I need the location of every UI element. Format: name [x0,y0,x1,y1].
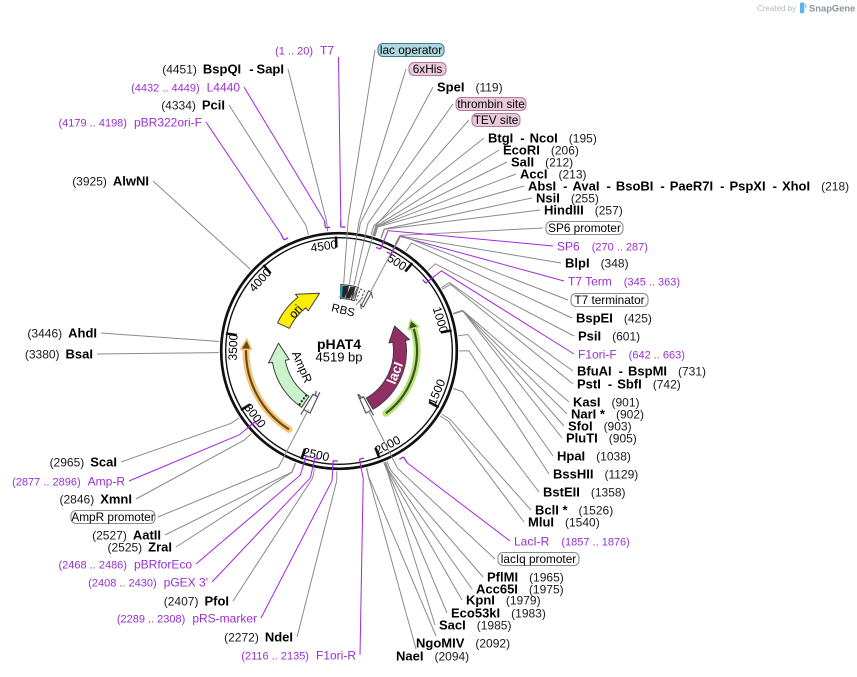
svg-text:(2272)NdeI: (2272)NdeI [224,630,293,645]
svg-text:T7 Term(345 .. 363): T7 Term(345 .. 363) [568,275,680,289]
svg-text:SP6(270 .. 287): SP6(270 .. 287) [557,240,648,254]
svg-text:(2468 .. 2486)pBRforEco: (2468 .. 2486)pBRforEco [58,558,192,572]
svg-text:4519 bp: 4519 bp [316,350,363,365]
svg-text:T7 terminator: T7 terminator [574,293,644,307]
svg-text:(4334)PciI: (4334)PciI [161,98,225,113]
svg-text:HindIII(257): HindIII(257) [544,203,623,218]
svg-text:lac operator: lac operator [380,43,442,57]
svg-text:6xHis: 6xHis [413,62,443,76]
svg-text:thrombin site: thrombin site [457,97,525,111]
svg-text:PstI-SbfI(742): PstI-SbfI(742) [577,377,681,392]
svg-text:Created by: Created by [757,4,796,13]
svg-text:(3380)BsaI: (3380)BsaI [25,347,93,362]
svg-text:SnapGene: SnapGene [809,3,855,14]
svg-text:(2408 .. 2430)pGEX 3': (2408 .. 2430)pGEX 3' [88,576,208,590]
svg-text:(2116 .. 2135)F1ori-R: (2116 .. 2135)F1ori-R [241,649,356,663]
svg-text:(4451)BspQI-SapI: (4451)BspQI-SapI [162,62,284,77]
svg-text:TEV site: TEV site [474,113,519,127]
svg-text:SP6 promoter: SP6 promoter [548,221,621,235]
svg-text:(2407)PfoI: (2407)PfoI [164,594,229,609]
svg-text:(4432 .. 4449)L4440: (4432 .. 4449)L4440 [131,81,240,95]
svg-text:LacI-R(1857 .. 1876): LacI-R(1857 .. 1876) [514,535,630,549]
svg-text:(1 .. 20)T7: (1 .. 20)T7 [275,44,334,58]
svg-text:(2877 .. 2896)Amp-R: (2877 .. 2896)Amp-R [12,475,125,489]
svg-text:(2965)ScaI: (2965)ScaI [50,455,117,470]
svg-text:F1ori-F(642 .. 663): F1ori-F(642 .. 663) [578,348,685,362]
svg-text:(2525)ZraI: (2525)ZraI [107,540,172,555]
svg-text:3500: 3500 [226,333,241,361]
svg-text:lacIq promoter: lacIq promoter [501,552,576,566]
svg-text:AmpR promoter: AmpR promoter [71,510,154,524]
svg-text:NgoMIV(2092): NgoMIV(2092) [416,636,510,651]
